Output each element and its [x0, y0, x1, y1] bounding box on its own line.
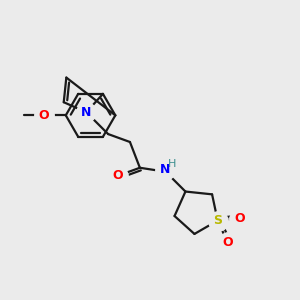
Text: N: N — [81, 106, 92, 119]
Text: N: N — [159, 163, 170, 176]
Text: S: S — [213, 214, 222, 227]
Text: O: O — [113, 169, 123, 182]
Text: O: O — [39, 109, 49, 122]
Text: O: O — [234, 212, 245, 225]
Text: H: H — [167, 159, 176, 169]
Text: O: O — [222, 236, 233, 249]
